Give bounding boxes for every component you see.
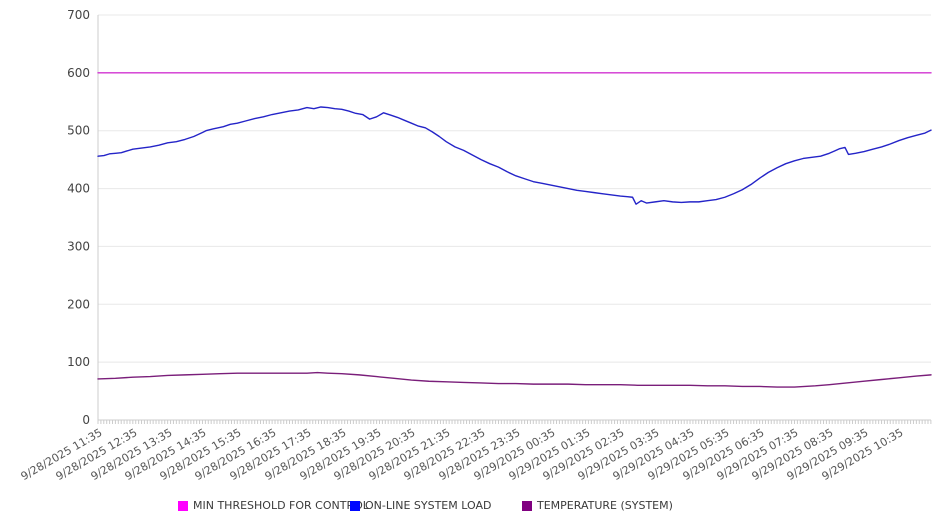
y-axis-tick-label: 700 <box>67 8 90 22</box>
min-threshold-swatch-icon <box>178 500 188 511</box>
legend-label: ON-LINE SYSTEM LOAD <box>365 499 492 512</box>
y-axis-tick-label: 600 <box>67 66 90 80</box>
system-load-swatch-icon <box>350 500 360 511</box>
y-axis-tick-label: 300 <box>67 239 90 253</box>
x-axis-minor-ticks <box>97 420 932 424</box>
legend-label: TEMPERATURE (SYSTEM) <box>537 499 673 512</box>
legend-item-temperature[interactable]: TEMPERATURE (SYSTEM) <box>522 499 694 512</box>
temperature-swatch-icon <box>522 500 532 511</box>
y-axis-tick-label: 200 <box>67 297 90 311</box>
legend-item-online-system-load[interactable]: ON-LINE SYSTEM LOAD <box>350 499 522 512</box>
series-line-temperature-system <box>97 371 932 388</box>
legend-item-min-threshold[interactable]: MIN THRESHOLD FOR CONTROL <box>178 499 369 512</box>
y-axis-tick-label: 100 <box>67 355 90 369</box>
legend-label: MIN THRESHOLD FOR CONTROL <box>193 499 369 512</box>
y-axis-tick-label: 400 <box>67 182 90 196</box>
series-line-on-line-system-load <box>97 106 932 205</box>
y-axis-tick-label: 0 <box>82 413 90 427</box>
chart-legend: MIN THRESHOLD FOR CONTROL ON-LINE SYSTEM… <box>178 499 694 512</box>
y-axis-tick-label: 500 <box>67 124 90 138</box>
